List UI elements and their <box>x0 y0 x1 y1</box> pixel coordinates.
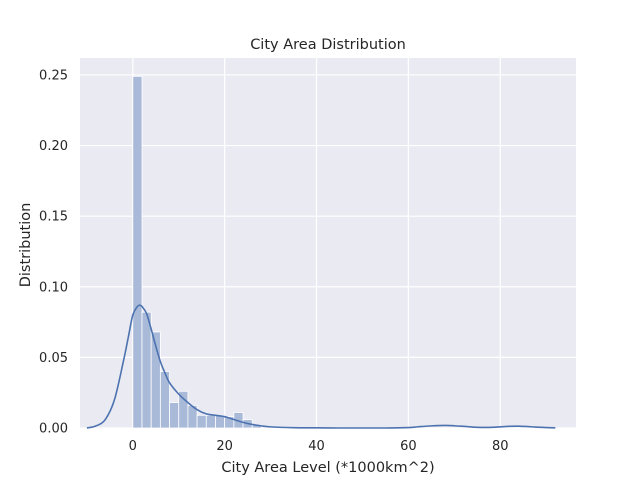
chart-title: City Area Distribution <box>250 37 406 53</box>
y-tick-label-1: 0.05 <box>39 351 68 366</box>
histogram-bar-5 <box>178 390 189 429</box>
histogram-bar-1 <box>141 311 152 429</box>
histogram-bar-4 <box>169 402 180 429</box>
x-tick-label-3: 60 <box>400 439 417 454</box>
histogram-bars <box>132 75 262 429</box>
histogram-bar-8 <box>205 414 216 429</box>
y-tick-labels: 0.00 0.05 0.10 0.15 0.20 0.25 <box>39 68 68 436</box>
y-tick-label-0: 0.00 <box>39 422 68 437</box>
y-tick-label-3: 0.15 <box>39 210 68 225</box>
histogram-bar-7 <box>196 414 207 429</box>
x-tick-label-4: 80 <box>492 439 509 454</box>
y-tick-label-2: 0.10 <box>39 280 68 295</box>
x-tick-label-1: 20 <box>216 439 233 454</box>
y-tick-label-5: 0.25 <box>39 68 68 83</box>
x-tick-labels: 0 20 40 60 80 <box>129 439 509 454</box>
kde-line <box>86 304 556 429</box>
x-tick-label-0: 0 <box>129 439 137 454</box>
x-tick-label-2: 40 <box>308 439 325 454</box>
x-axis-label: City Area Level (*1000km^2) <box>221 460 434 476</box>
y-tick-label-4: 0.20 <box>39 139 68 154</box>
y-axis-label: Distribution <box>18 203 34 288</box>
histogram-bar-0 <box>132 75 143 429</box>
